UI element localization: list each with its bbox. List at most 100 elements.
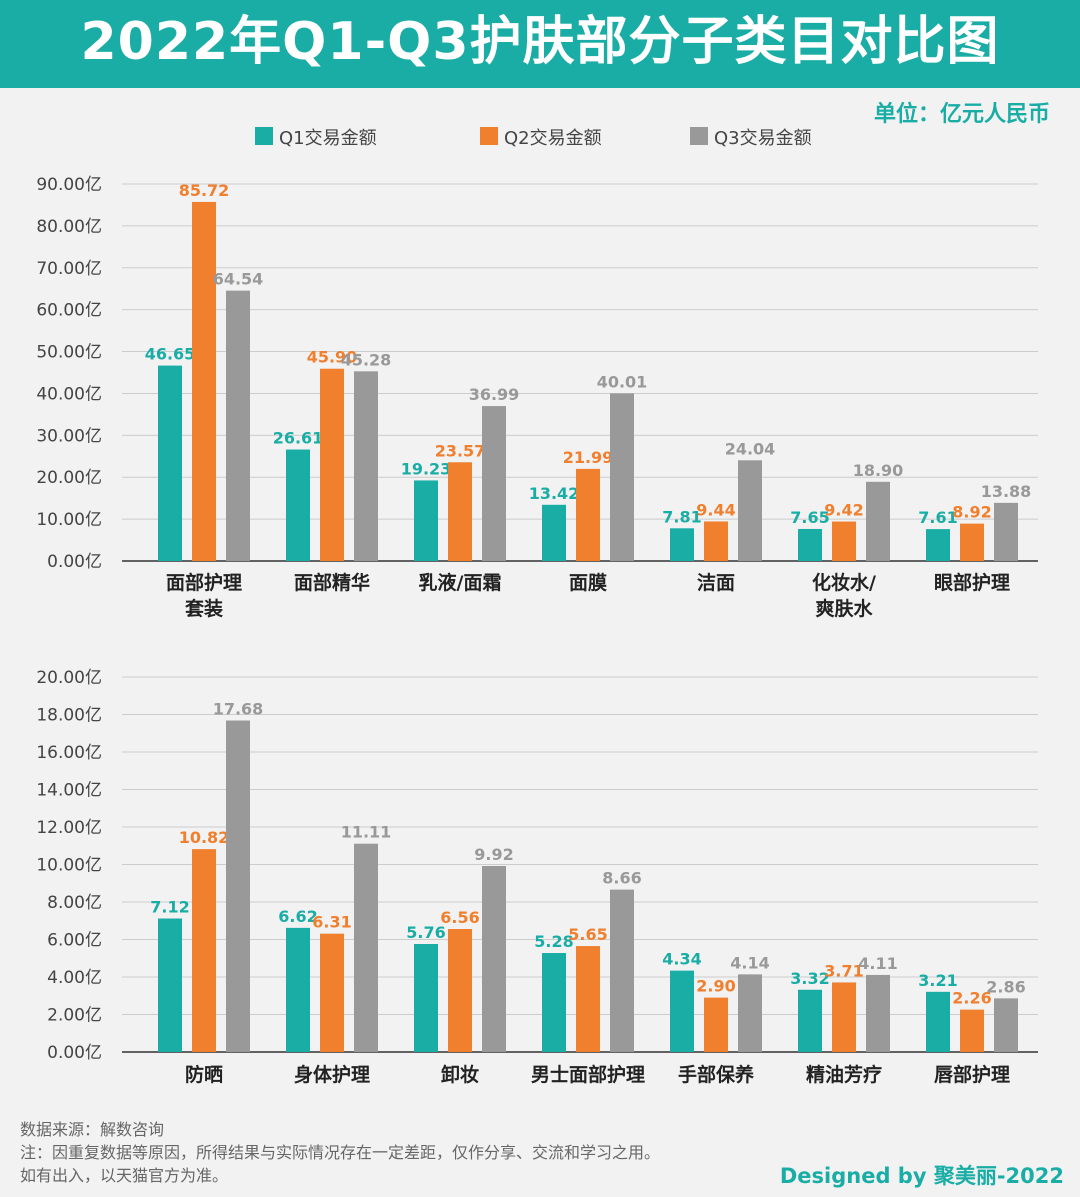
value-label-c2-q2: 2.26: [952, 989, 991, 1008]
category-label-c1: 面部精华: [294, 571, 370, 594]
y-tick-label-c2: 12.00亿: [36, 818, 102, 838]
bar-c1-q2: [576, 468, 600, 561]
bar-c1-q2: [448, 462, 472, 561]
note-reference: 如有出入，以天猫官方为准。: [20, 1166, 229, 1185]
legend-swatch-q2: [480, 127, 498, 145]
bar-c1-q1: [926, 529, 950, 561]
bar-c2-q2: [960, 1009, 984, 1052]
bar-c2-q2: [576, 946, 600, 1052]
y-tick-label-c1: 20.00亿: [36, 468, 102, 488]
value-label-c1-q2: 45.90: [307, 348, 358, 367]
bar-c2-q2: [832, 982, 856, 1052]
value-label-c1-q3: 36.99: [469, 385, 520, 404]
value-label-c2-q3: 4.14: [730, 953, 769, 972]
unit-label: 单位：亿元人民币: [873, 102, 1050, 127]
category-label-c1: 爽肤水: [815, 597, 873, 620]
value-label-c1-q3: 24.04: [725, 439, 776, 458]
bar-c1-q1: [542, 504, 566, 561]
title-banner: [0, 0, 1080, 88]
y-tick-label-c2: 18.00亿: [36, 706, 102, 726]
value-label-c2-q2: 2.90: [696, 977, 735, 996]
value-label-c1-q3: 13.88: [981, 482, 1032, 501]
bar-c1-q1: [414, 480, 438, 561]
bar-c2-q3: [866, 974, 890, 1052]
value-label-c1-q1: 26.61: [273, 429, 324, 448]
y-tick-label-c1: 0.00亿: [47, 552, 102, 572]
y-tick-label-c2: 4.00亿: [47, 968, 102, 988]
category-label-c2: 防晒: [185, 1063, 223, 1086]
category-label-c2: 身体护理: [294, 1063, 370, 1086]
category-label-c1: 化妆水/: [812, 571, 876, 594]
notes: 数据来源：解数咨询 注：因重复数据等原因，所得结果与实际情况存在一定差距，仅作分…: [20, 1118, 660, 1187]
y-tick-label-c2: 2.00亿: [47, 1006, 102, 1026]
bar-c2-q1: [286, 927, 310, 1052]
value-label-c1-q2: 9.44: [696, 500, 735, 519]
value-label-c1-q1: 13.42: [529, 484, 580, 503]
value-label-c2-q2: 3.71: [824, 961, 863, 980]
category-label-c2: 男士面部护理: [531, 1063, 645, 1086]
value-label-c2-q3: 9.92: [474, 845, 513, 864]
y-tick-label-c1: 40.00亿: [36, 384, 102, 404]
value-label-c2-q1: 5.76: [406, 923, 445, 942]
value-label-c2-q1: 6.62: [278, 907, 317, 926]
bar-c2-q1: [542, 953, 566, 1052]
bar-c2-q1: [798, 989, 822, 1052]
bar-c2-q3: [994, 998, 1018, 1052]
value-label-c1-q1: 7.61: [918, 508, 957, 527]
value-label-c2-q3: 2.86: [986, 977, 1025, 996]
bar-c2-q3: [482, 866, 506, 1052]
category-label-c2: 卸妆: [441, 1063, 479, 1086]
legend-label-q1: Q1交易金额: [279, 128, 377, 149]
value-label-c1-q1: 19.23: [401, 459, 452, 478]
value-label-c1-q1: 7.65: [790, 508, 829, 527]
bar-c1-q2: [320, 368, 344, 561]
category-label-c2: 精油芳疗: [806, 1063, 882, 1086]
value-label-c2-q1: 5.28: [534, 932, 573, 951]
bar-c2-q2: [448, 929, 472, 1052]
y-tick-label-c1: 80.00亿: [36, 217, 102, 237]
y-tick-label-c2: 0.00亿: [47, 1043, 102, 1063]
bar-c2-q1: [414, 944, 438, 1052]
value-label-c2-q2: 6.31: [312, 913, 351, 932]
value-label-c1-q2: 85.72: [179, 181, 230, 200]
value-label-c1-q3: 40.01: [597, 372, 648, 391]
value-label-c2-q1: 3.32: [790, 969, 829, 988]
value-label-c2-q1: 3.21: [918, 971, 957, 990]
bar-c1-q3: [354, 371, 378, 561]
bar-c1-q2: [704, 521, 728, 561]
bar-c1-q2: [192, 201, 216, 561]
category-label-c1: 眼部护理: [934, 571, 1010, 594]
y-tick-label-c2: 14.00亿: [36, 781, 102, 801]
value-label-c2-q1: 4.34: [662, 950, 701, 969]
bar-c2-q3: [610, 889, 634, 1052]
value-label-c2-q2: 5.65: [568, 925, 607, 944]
y-tick-label-c2: 10.00亿: [36, 856, 102, 876]
category-label-c1: 套装: [184, 597, 223, 620]
bar-c2-q3: [226, 720, 250, 1052]
y-tick-label-c2: 16.00亿: [36, 743, 102, 763]
note-source: 数据来源：解数咨询: [20, 1120, 165, 1139]
bar-c1-q3: [994, 502, 1018, 561]
bar-c1-q2: [960, 523, 984, 561]
page-title: 2022年Q1-Q3护肤部分子类目对比图: [80, 12, 1000, 72]
bar-c1-q2: [832, 521, 856, 561]
value-label-c2-q3: 11.11: [341, 823, 392, 842]
value-label-c2-q2: 10.82: [179, 828, 230, 847]
category-label-c1: 面部护理: [166, 571, 242, 594]
value-label-c1-q2: 8.92: [952, 503, 991, 522]
category-label-c2: 手部保养: [678, 1063, 754, 1086]
y-tick-label-c1: 50.00亿: [36, 343, 102, 363]
bar-c1-q1: [798, 528, 822, 561]
y-tick-label-c1: 10.00亿: [36, 510, 102, 530]
value-label-c1-q1: 7.81: [662, 507, 701, 526]
value-label-c2-q3: 8.66: [602, 869, 641, 888]
bar-c2-q2: [192, 849, 216, 1052]
y-tick-label-c2: 8.00亿: [47, 893, 102, 913]
legend-swatch-q1: [255, 127, 273, 145]
value-label-c1-q2: 21.99: [563, 448, 614, 467]
category-label-c1: 乳液/面霜: [419, 571, 502, 594]
bar-c1-q3: [610, 393, 634, 561]
y-tick-label-c1: 70.00亿: [36, 259, 102, 279]
value-label-c1-q3: 64.54: [213, 270, 264, 289]
category-label-c1: 面膜: [569, 571, 607, 594]
